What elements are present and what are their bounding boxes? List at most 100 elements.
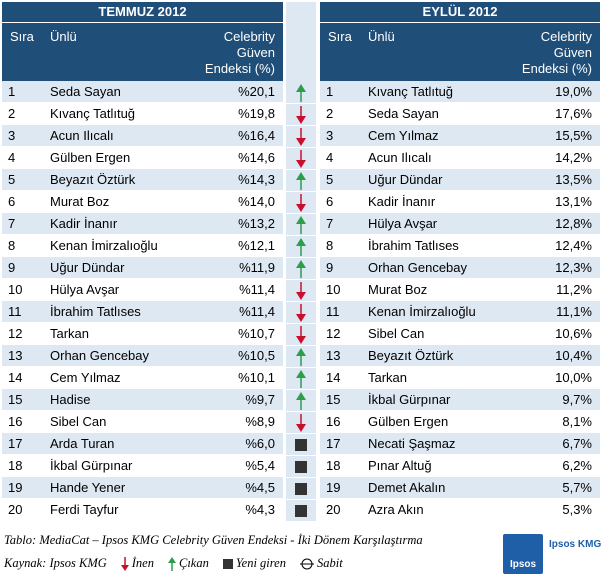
row-rank: 2 xyxy=(326,106,334,121)
table-row: 3 Cem Yılmaz 15,5% xyxy=(320,125,600,147)
table-row: 1 Seda Sayan %20,1 xyxy=(2,81,283,103)
marker-up xyxy=(286,214,316,236)
row-name: Murat Boz xyxy=(368,282,428,297)
col-header-value: Celebrity Güven Endeksi (%) xyxy=(155,29,275,77)
col-header-value-line3: Endeksi (%) xyxy=(521,61,592,76)
arrow-down-icon xyxy=(296,150,306,168)
table-row: 12 Sibel Can 10,6% xyxy=(320,323,600,345)
row-name: Acun Ilıcalı xyxy=(368,150,432,165)
marker-down xyxy=(286,126,316,148)
marker-down xyxy=(286,104,316,126)
table-eylul-2012: EYLÜL 2012 Sıra Ünlü Celebrity Güven End… xyxy=(320,2,600,521)
col-header-value: Celebrity Güven Endeksi (%) xyxy=(472,29,592,77)
row-rank: 4 xyxy=(8,150,16,165)
row-rank: 5 xyxy=(8,172,16,187)
row-name: Acun Ilıcalı xyxy=(50,128,114,143)
row-name: Beyazıt Öztürk xyxy=(368,348,454,363)
arrow-up-icon xyxy=(167,556,176,571)
arrow-down-icon xyxy=(296,194,306,212)
col-header-name: Ünlü xyxy=(50,29,77,44)
table-row: 20 Azra Akın 5,3% xyxy=(320,499,600,521)
legend-new: Yeni giren xyxy=(222,556,286,571)
row-rank: 19 xyxy=(8,480,23,495)
marker-down xyxy=(286,324,316,346)
table-row: 6 Kadir İnanır 13,1% xyxy=(320,191,600,213)
row-value: %8,9 xyxy=(245,414,275,429)
row-value: 17,6% xyxy=(555,106,592,121)
legend-up: Çıkan xyxy=(167,556,209,571)
table-header-left: Sıra Ünlü Celebrity Güven Endeksi (%) xyxy=(2,22,283,81)
row-rank: 7 xyxy=(326,216,334,231)
table-row: 16 Sibel Can %8,9 xyxy=(2,411,283,433)
row-value: 5,3% xyxy=(562,502,592,517)
row-rank: 10 xyxy=(8,282,23,297)
row-name: Orhan Gencebay xyxy=(368,260,468,275)
row-name: Demet Akalın xyxy=(368,480,446,495)
table-row: 6 Murat Boz %14,0 xyxy=(2,191,283,213)
table-row: 2 Kıvanç Tatlıtuğ %19,8 xyxy=(2,103,283,125)
marker-up xyxy=(286,346,316,368)
ipsos-logo: Ipsos xyxy=(503,534,543,574)
marker-down xyxy=(286,192,316,214)
row-value: 11,1% xyxy=(556,304,592,319)
table-row: 9 Orhan Gencebay 12,3% xyxy=(320,257,600,279)
table-row: 18 İkbal Gürpınar %5,4 xyxy=(2,455,283,477)
col-header-value-line3: Endeksi (%) xyxy=(204,61,275,76)
table-row: 16 Gülben Ergen 8,1% xyxy=(320,411,600,433)
row-rank: 16 xyxy=(8,414,23,429)
row-value: 10,0% xyxy=(555,370,592,385)
table-row: 7 Hülya Avşar 12,8% xyxy=(320,213,600,235)
table-title-left: TEMMUZ 2012 xyxy=(2,2,283,22)
row-rank: 14 xyxy=(326,370,341,385)
row-rank: 9 xyxy=(326,260,334,275)
table-row: 5 Beyazıt Öztürk %14,3 xyxy=(2,169,283,191)
row-name: Kadir İnanır xyxy=(368,194,436,209)
row-value: %19,8 xyxy=(238,106,275,121)
row-name: Gülben Ergen xyxy=(50,150,131,165)
arrow-up-icon xyxy=(296,392,306,410)
row-value: 15,5% xyxy=(555,128,592,143)
table-body-left: 1 Seda Sayan %20,1 2 Kıvanç Tatlıtuğ %19,8 3 Ac… xyxy=(2,81,283,521)
legend-stable: Sabit xyxy=(299,556,343,571)
row-rank: 7 xyxy=(8,216,16,231)
square-icon xyxy=(222,558,233,569)
square-icon xyxy=(295,483,307,495)
table-row: 1 Kıvanç Tatlıtuğ 19,0% xyxy=(320,81,600,103)
row-value: %6,0 xyxy=(245,436,275,451)
row-value: %10,5 xyxy=(238,348,275,363)
arrow-down-icon xyxy=(296,282,306,300)
row-value: 12,3% xyxy=(555,260,592,275)
table-row: 4 Acun Ilıcalı 14,2% xyxy=(320,147,600,169)
table-row: 15 Hadise %9,7 xyxy=(2,389,283,411)
row-rank: 8 xyxy=(8,238,16,253)
row-name: Kıvanç Tatlıtuğ xyxy=(368,84,454,99)
col-header-name: Ünlü xyxy=(368,29,395,44)
table-row: 13 Orhan Gencebay %10,5 xyxy=(2,345,283,367)
marker-new xyxy=(286,500,316,522)
row-value: %10,1 xyxy=(238,370,275,385)
col-header-rank: Sıra xyxy=(328,29,352,44)
row-value: %14,0 xyxy=(238,194,275,209)
row-rank: 17 xyxy=(326,436,341,451)
row-value: 12,8% xyxy=(555,216,592,231)
table-row: 11 İbrahim Tatlıses %11,4 xyxy=(2,301,283,323)
markers-body xyxy=(286,82,316,522)
arrow-down-icon xyxy=(296,128,306,146)
row-rank: 18 xyxy=(8,458,23,473)
row-rank: 1 xyxy=(326,84,334,99)
row-value: %14,6 xyxy=(238,150,275,165)
row-rank: 9 xyxy=(8,260,16,275)
row-name: İkbal Gürpınar xyxy=(50,458,133,473)
table-row: 7 Kadir İnanır %13,2 xyxy=(2,213,283,235)
arrow-down-icon xyxy=(296,414,306,432)
legend-new-label: Yeni giren xyxy=(235,556,286,570)
row-value: 8,1% xyxy=(562,414,592,429)
table-row: 14 Tarkan 10,0% xyxy=(320,367,600,389)
col-header-value-line1: Celebrity xyxy=(540,29,592,44)
row-rank: 6 xyxy=(326,194,334,209)
row-value: %16,4 xyxy=(238,128,275,143)
table-row: 18 Pınar Altuğ 6,2% xyxy=(320,455,600,477)
row-name: Seda Sayan xyxy=(368,106,439,121)
row-name: Beyazıt Öztürk xyxy=(50,172,136,187)
square-icon xyxy=(295,505,307,517)
